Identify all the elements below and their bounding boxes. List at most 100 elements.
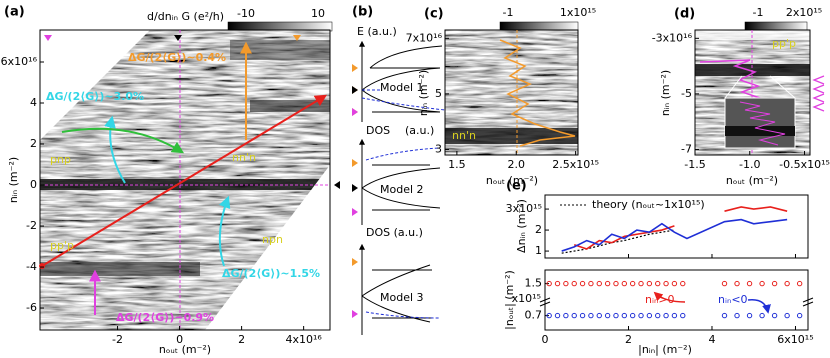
point bbox=[796, 280, 803, 287]
legend-label: theory (nₒᵤₜ~1x10¹⁵) bbox=[592, 198, 705, 211]
x-tick-label: 2 bbox=[238, 333, 245, 346]
colorbar-tick: 1x10¹⁵ bbox=[560, 6, 596, 19]
y-axis-label: nᵢₙ (m⁻²) bbox=[659, 70, 672, 116]
x-axis-label: |nᵢₙ| (m⁻²) bbox=[638, 343, 692, 356]
axis-label: DOS (a.u.) bbox=[366, 226, 423, 239]
point bbox=[554, 312, 561, 319]
x-tick-label: -1.5 bbox=[684, 158, 705, 171]
point bbox=[579, 280, 586, 287]
y-axis-label: nᵢₙ (m⁻²) bbox=[417, 70, 430, 116]
y-tick-label: 2 bbox=[30, 137, 37, 150]
y-tick-label: -4 bbox=[26, 260, 37, 273]
point bbox=[621, 280, 628, 287]
point bbox=[663, 280, 669, 287]
point bbox=[655, 280, 661, 287]
x-tick-label: 2.0 bbox=[508, 158, 526, 171]
point bbox=[663, 312, 669, 319]
colorbar-tick: -1 bbox=[503, 6, 514, 19]
y-tick-label: 6x10¹⁶ bbox=[1, 55, 38, 68]
colorbar-tick: -10 bbox=[237, 7, 255, 20]
point bbox=[596, 312, 602, 319]
arrow bbox=[61, 127, 185, 154]
x-tick-label: 4x10¹⁶ bbox=[285, 333, 322, 346]
legend-label: nᵢₙ>0 bbox=[645, 293, 675, 306]
arrow-dot bbox=[39, 263, 45, 269]
y-axis-label: |nₒᵤₜ| (m⁻²) bbox=[503, 270, 516, 330]
panel-c: (c) -1 1x10¹⁵ nn'n nᵢₙ (m⁻²) nₒᵤₜ (m⁻²) bbox=[417, 6, 596, 187]
point bbox=[588, 280, 594, 287]
y-tick-label: 3x10¹⁵ bbox=[506, 202, 542, 215]
inset-pointer bbox=[724, 75, 796, 99]
arrow bbox=[41, 94, 328, 267]
legend-label: nᵢₙ<0 bbox=[718, 293, 748, 306]
colorbar-tick: 2x10¹⁵ bbox=[786, 6, 822, 19]
model-label: Model 3 bbox=[380, 291, 424, 304]
point bbox=[646, 312, 653, 319]
panel-label: (c) bbox=[424, 7, 444, 22]
point bbox=[546, 280, 552, 287]
inset-band bbox=[725, 126, 795, 136]
axis-break bbox=[539, 297, 814, 307]
region-label: pp'p bbox=[50, 239, 74, 252]
y-tick-label: -5 bbox=[681, 87, 692, 100]
point bbox=[629, 312, 636, 319]
x-tick-label: 0 bbox=[176, 333, 183, 346]
y-tick-label: 1 bbox=[535, 244, 542, 257]
panel-e: (e) Δnᵢₙ (m⁻²) |nₒᵤₜ| (m⁻²) x10¹⁵ |nᵢₙ| … bbox=[503, 179, 814, 356]
model-label: Model 2 bbox=[380, 183, 424, 196]
arrow bbox=[653, 291, 686, 303]
point bbox=[771, 280, 778, 287]
y-tick-label: 7x10¹⁶ bbox=[406, 31, 443, 44]
y-tick-label: -3x10¹⁶ bbox=[652, 31, 693, 44]
y-tick-label: 0 bbox=[30, 178, 37, 191]
panel-b: (b) E (a.u.) Model 1 DOS (a.u.) Model 2 … bbox=[352, 5, 446, 335]
point bbox=[655, 312, 661, 319]
y-tick-label: 4 bbox=[30, 96, 37, 109]
point bbox=[613, 312, 619, 319]
y-tick-label: -2 bbox=[26, 219, 37, 232]
region-label: pnp bbox=[50, 153, 71, 166]
marker bbox=[174, 35, 182, 41]
x-tick-label: 0 bbox=[542, 333, 549, 346]
y-axis-label: nᵢₙ (m⁻²) bbox=[7, 157, 20, 203]
x-tick-label: 6x10¹⁵ bbox=[777, 333, 813, 346]
arrow bbox=[747, 299, 771, 314]
axis-label: (a.u.) bbox=[405, 124, 434, 137]
arrow bbox=[104, 115, 126, 184]
point bbox=[563, 280, 569, 287]
panel-d: (d) -1 2x10¹⁵ pp'p nᵢₙ (m⁻²) nₒᵤₜ (m⁻²) bbox=[659, 6, 825, 187]
profile-curve bbox=[499, 39, 576, 147]
region-label: npn bbox=[262, 233, 283, 246]
point bbox=[759, 312, 765, 319]
panel-label: (d) bbox=[674, 7, 695, 22]
axis-label: DOS bbox=[366, 124, 390, 137]
annotation: ΔG/(2⟨G⟩)~0.9% bbox=[116, 311, 214, 324]
point bbox=[671, 312, 678, 319]
y-tick-label: -7 bbox=[681, 142, 692, 155]
point bbox=[596, 280, 602, 287]
annotation: ΔG/(2⟨G⟩)~0.4% bbox=[128, 51, 226, 64]
y-axis-label: E (a.u.) bbox=[357, 25, 397, 38]
x-axis-label: nₒᵤₜ (m⁻²) bbox=[486, 174, 538, 187]
point bbox=[759, 280, 765, 287]
point bbox=[734, 280, 740, 287]
x-tick-label: -2 bbox=[112, 333, 123, 346]
point bbox=[571, 280, 577, 287]
y-tick-label: 1.5 bbox=[525, 277, 543, 290]
point bbox=[680, 280, 686, 287]
x-tick-label: -1.0 bbox=[739, 158, 760, 171]
point bbox=[784, 312, 790, 319]
marker bbox=[334, 181, 340, 189]
point bbox=[646, 280, 653, 287]
y-tick-label: 2 bbox=[535, 223, 542, 236]
axis-multiplier: x10¹⁵ bbox=[512, 292, 541, 305]
point bbox=[721, 280, 728, 287]
region-label: nn'n bbox=[452, 129, 476, 142]
colorbar-tick: -1 bbox=[753, 6, 764, 19]
point bbox=[604, 280, 611, 287]
region-label: pp'p bbox=[772, 37, 796, 50]
point bbox=[746, 312, 753, 319]
point bbox=[680, 312, 686, 319]
point bbox=[579, 312, 586, 319]
